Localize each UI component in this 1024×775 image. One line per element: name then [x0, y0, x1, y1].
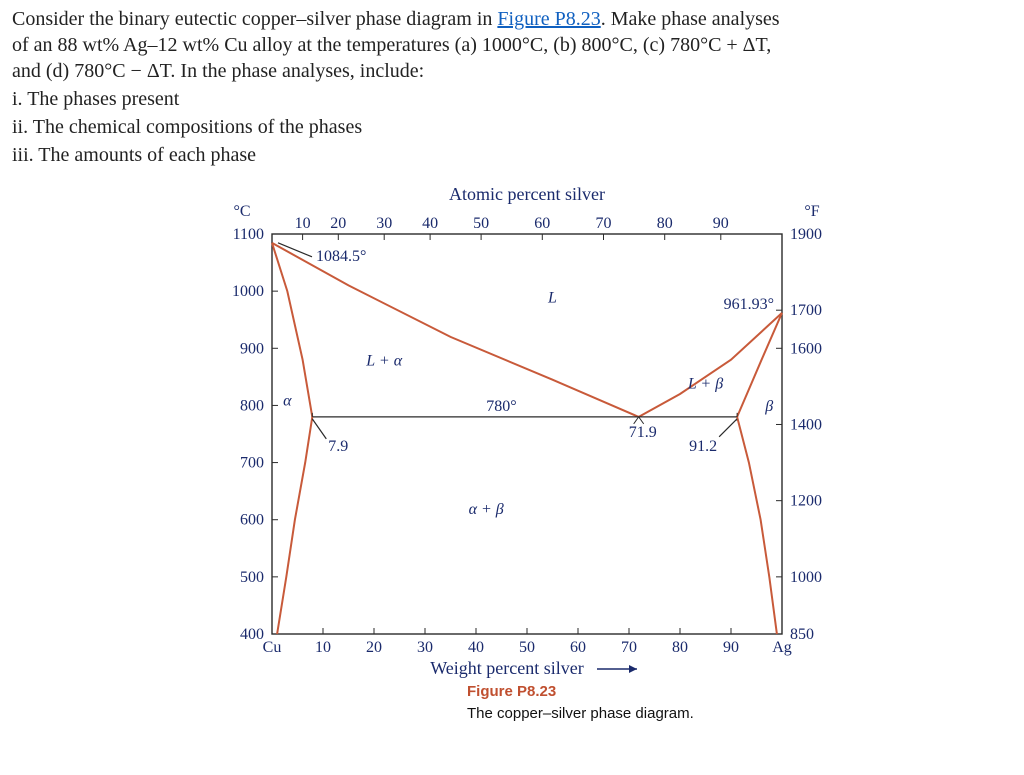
left-tick-label: 500 — [240, 569, 264, 586]
top-tick-label: 50 — [473, 215, 489, 232]
bottom-tick-label: 20 — [366, 639, 382, 656]
left-tick-label: 600 — [240, 512, 264, 529]
label-cu-mp: 1084.5° — [316, 248, 366, 265]
prompt-item-iii: iii. The amounts of each phase — [12, 142, 1012, 168]
arrow-right-icon — [629, 665, 637, 673]
figure-link[interactable]: Figure P8.23 — [497, 8, 600, 30]
solidus-alpha — [272, 243, 312, 417]
label-ag-mp: 961.93° — [724, 296, 774, 313]
right-tick-label: 1400 — [790, 416, 822, 433]
region-label-beta: β — [764, 398, 773, 415]
bottom-tick-label: 80 — [672, 639, 688, 656]
top-tick-label: 20 — [330, 215, 346, 232]
left-tick-label: 700 — [240, 455, 264, 472]
top-tick-label: 40 — [422, 215, 438, 232]
prompt-line-1: Consider the binary eutectic copper–silv… — [12, 6, 1012, 32]
solidus-beta — [737, 313, 782, 417]
top-tick-label: 90 — [713, 215, 729, 232]
top-axis-label: Atomic percent silver — [449, 184, 605, 204]
right-tick-label: 850 — [790, 626, 814, 643]
solvus-beta — [737, 417, 777, 634]
left-tick-label: 1000 — [232, 283, 264, 300]
region-label-L: L — [547, 290, 557, 307]
region-label-alpha: α — [283, 392, 292, 409]
liquidus-ag — [639, 313, 782, 417]
prompt-line-3: and (d) 780°C − ΔT. In the phase analyse… — [12, 58, 1012, 84]
bottom-tick-label: 50 — [519, 639, 535, 656]
left-end-label: Cu — [263, 639, 282, 656]
plot-frame — [272, 234, 782, 634]
top-tick-label: 60 — [534, 215, 550, 232]
unit-fahrenheit: °F — [804, 203, 819, 220]
bottom-tick-label: 10 — [315, 639, 331, 656]
left-tick-label: 1100 — [233, 226, 264, 243]
label-alpha-max: 7.9 — [328, 438, 348, 455]
top-tick-label: 30 — [376, 215, 392, 232]
region-label-L_alpha: L + α — [365, 352, 402, 369]
right-tick-label: 1200 — [790, 493, 822, 510]
label-eutectic-wt: 71.9 — [629, 424, 657, 441]
phase-diagram: Atomic percent silver °C °F 10 20 30 40 50 60 70 8… — [162, 174, 862, 734]
prompt-line-1-post: . Make phase analyses — [601, 8, 780, 30]
left-tick-label: 800 — [240, 397, 264, 414]
left-tick-label: 400 — [240, 626, 264, 643]
left-tick-label: 900 — [240, 340, 264, 357]
bottom-tick-label: 60 — [570, 639, 586, 656]
top-tick-label: 80 — [657, 215, 673, 232]
prompt-item-ii: ii. The chemical compositions of the pha… — [12, 114, 1012, 140]
right-tick-label: 1700 — [790, 302, 822, 319]
region-label-L_beta: L + β — [687, 375, 723, 392]
liquidus-cu — [272, 243, 639, 417]
bottom-tick-label: 70 — [621, 639, 637, 656]
figure-caption: The copper–silver phase diagram. — [467, 705, 694, 722]
bottom-tick-label: 40 — [468, 639, 484, 656]
unit-celsius: °C — [233, 203, 250, 220]
figure-label: Figure P8.23 — [467, 683, 556, 700]
right-tick-label: 1900 — [790, 226, 822, 243]
right-tick-label: 1000 — [790, 569, 822, 586]
region-label-ab: α + β — [469, 501, 504, 518]
bottom-axis-label: Weight percent silver — [430, 658, 584, 678]
right-tick-label: 1600 — [790, 340, 822, 357]
bottom-tick-label: 30 — [417, 639, 433, 656]
phase-diagram-svg: Atomic percent silver °C °F 10 20 30 40 50 60 70 8… — [162, 174, 862, 734]
right-end-label: Ag — [772, 639, 792, 656]
bottom-tick-label: 90 — [723, 639, 739, 656]
label-eutectic-temp: 780° — [486, 398, 516, 415]
prompt-line-1-pre: Consider the binary eutectic copper–silv… — [12, 8, 497, 30]
solvus-alpha — [277, 417, 312, 634]
problem-statement: Consider the binary eutectic copper–silv… — [12, 6, 1012, 168]
top-tick-label: 70 — [596, 215, 612, 232]
prompt-item-i: i. The phases present — [12, 86, 1012, 112]
top-tick-label: 10 — [295, 215, 311, 232]
prompt-line-2: of an 88 wt% Ag–12 wt% Cu alloy at the t… — [12, 32, 1012, 58]
label-beta-max: 91.2 — [689, 438, 717, 455]
